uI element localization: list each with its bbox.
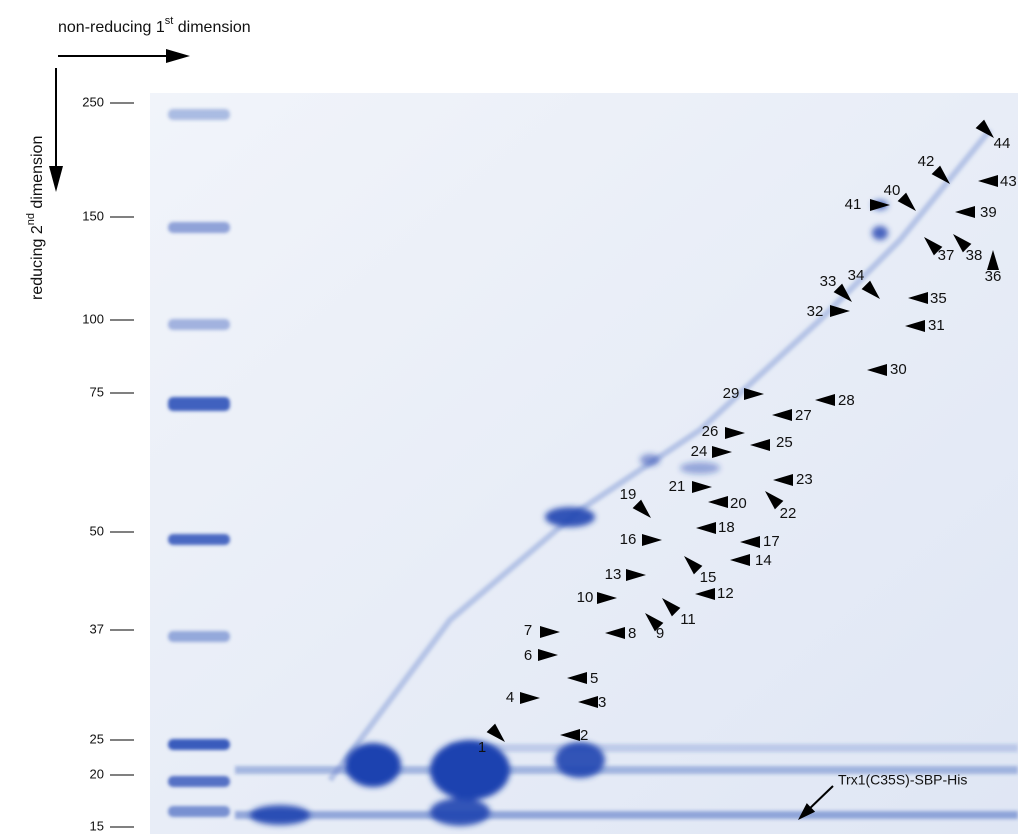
spot-label: 16: [620, 531, 637, 548]
ladder-band: [168, 776, 230, 787]
spot-label: 33: [820, 273, 837, 290]
spot-label: 31: [928, 317, 945, 334]
y-axis-label: reducing 2nd dimension: [25, 136, 46, 300]
spot-label: 28: [838, 392, 855, 409]
marker-label: 37: [90, 621, 104, 636]
spot-label: 26: [702, 423, 719, 440]
spot-label: 19: [620, 486, 637, 503]
spot-label: 41: [845, 196, 862, 213]
spot-label: 20: [730, 495, 747, 512]
spot-label: 22: [780, 505, 797, 522]
marker-label: 50: [90, 523, 104, 538]
ladder-band: [168, 534, 230, 545]
spot-label: 27: [795, 407, 812, 424]
bait-label: Trx1(C35S)-SBP-His: [838, 772, 967, 788]
marker-label: 20: [90, 766, 104, 781]
spot-label: 32: [807, 303, 824, 320]
spot-label: 1: [478, 739, 486, 756]
spot-label: 29: [723, 385, 740, 402]
marker-label: 25: [90, 731, 104, 746]
gel-spot: [872, 226, 888, 240]
spot-label: 11: [680, 611, 696, 628]
gel-spot: [250, 805, 310, 825]
spot-label: 39: [980, 204, 997, 221]
y-axis-label-part: reducing 2: [29, 225, 46, 300]
spot-label: 30: [890, 361, 907, 378]
spot-label: 13: [605, 566, 622, 583]
spot-label: 15: [700, 569, 717, 586]
gel-spot: [345, 743, 401, 787]
marker-label: 100: [82, 311, 104, 326]
spot-label: 37: [938, 247, 955, 264]
spot-label: 21: [669, 478, 686, 495]
spot-label: 36: [985, 268, 1002, 285]
gel-spot: [430, 740, 510, 800]
gel-stripe: [235, 811, 1018, 819]
x-axis-label: non-reducing 1st dimension: [58, 15, 251, 36]
ladder-band: [168, 319, 230, 330]
y-axis-label-part: dimension: [29, 136, 46, 213]
ladder-band: [168, 397, 230, 411]
gel-stripe: [450, 744, 1018, 752]
gel-spot: [680, 462, 720, 474]
ladder-band: [168, 631, 230, 642]
gel-spot: [640, 454, 660, 466]
y-arrowhead: [49, 166, 63, 192]
spot-label: 5: [590, 670, 598, 687]
spot-label: 23: [796, 471, 813, 488]
marker-label: 75: [90, 384, 104, 399]
spot-label: 35: [930, 290, 947, 307]
x-axis-label-sup: st: [165, 15, 174, 27]
spot-label: 25: [776, 434, 793, 451]
spot-label: 10: [577, 589, 594, 606]
spot-label: 24: [691, 443, 708, 460]
x-axis-label-part: dimension: [173, 19, 250, 36]
spot-label: 43: [1000, 173, 1017, 190]
gel-spot: [555, 742, 605, 778]
marker-label: 150: [82, 208, 104, 223]
figure: non-reducing 1st dimension reducing 2nd …: [0, 0, 1018, 834]
x-arrowhead: [166, 49, 190, 63]
ladder-band: [168, 806, 230, 817]
marker-label: 250: [82, 94, 104, 109]
spot-label: 14: [755, 552, 772, 569]
spot-label: 44: [994, 135, 1011, 152]
gel-spot: [430, 798, 490, 826]
spot-label: 18: [718, 519, 735, 536]
spot-label: 40: [884, 182, 901, 199]
spot-label: 2: [580, 727, 588, 744]
spot-label: 34: [848, 267, 865, 284]
spot-label: 38: [966, 247, 983, 264]
x-axis-label-part: non-reducing 1: [58, 19, 165, 36]
spot-label: 9: [656, 625, 664, 642]
y-axis-label-sup: nd: [25, 213, 37, 225]
gel-spot: [545, 507, 595, 527]
spot-label: 6: [524, 647, 532, 664]
ladder-band: [168, 222, 230, 233]
ladder-band: [168, 109, 230, 120]
marker-label: 15: [90, 818, 104, 833]
spot-label: 17: [763, 533, 780, 550]
spot-label: 8: [628, 625, 636, 642]
ladder-band: [168, 739, 230, 750]
spot-label: 3: [598, 694, 606, 711]
spot-label: 7: [524, 622, 532, 639]
spot-label: 12: [717, 585, 734, 602]
spot-label: 42: [918, 153, 935, 170]
spot-label: 4: [506, 689, 514, 706]
